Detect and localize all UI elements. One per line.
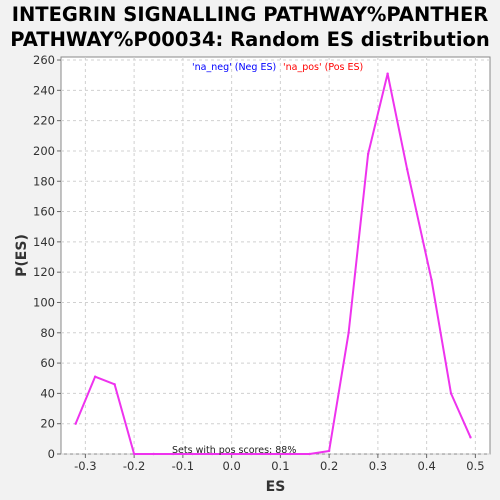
data-point-18 (430, 278, 433, 281)
y-tick-label-9: 180 (33, 174, 55, 188)
plot-area (60, 56, 491, 455)
legend-item-0: 'na_neg' (Neg ES) (192, 62, 276, 73)
data-point-4 (152, 452, 155, 456)
data-point-16 (386, 72, 389, 75)
chart-title-line-1: INTEGRIN SIGNALLING PATHWAY%PANTHER (11, 3, 489, 26)
x-tick-label-1: -0.2 (123, 459, 145, 473)
x-tick-label-8: 0.5 (466, 459, 484, 473)
x-tick-label-7: 0.4 (417, 459, 435, 473)
y-tick-label-7: 140 (33, 235, 55, 249)
x-tick-label-4: 0.1 (271, 459, 289, 473)
x-tick-label-5: 0.2 (320, 459, 338, 473)
data-point-1 (93, 375, 97, 378)
x-tick-label-6: 0.3 (369, 459, 387, 473)
y-tick-label-1: 20 (40, 417, 55, 431)
y-tick-label-11: 220 (33, 114, 55, 128)
y-tick-label-5: 100 (33, 295, 55, 309)
legend: 'na_neg' (Neg ES) 'na_pos' (Pos ES) (192, 62, 363, 73)
legend-item-1: 'na_pos' (Pos ES) (283, 62, 363, 73)
y-tick-label-0: 0 (48, 447, 55, 461)
data-point-14 (347, 331, 350, 334)
y-tick-label-6: 120 (33, 265, 55, 279)
data-point-7 (210, 452, 214, 456)
y-tick-label-10: 200 (33, 144, 55, 158)
pos-scores-annotation: Sets with pos scores: 88% (172, 445, 296, 456)
y-tick-label-8: 160 (33, 205, 55, 219)
chart-title: INTEGRIN SIGNALLING PATHWAY%PANTHER PATH… (0, 2, 500, 52)
data-point-6 (191, 452, 194, 456)
data-point-3 (132, 452, 136, 456)
x-tick-label-0: -0.3 (74, 459, 96, 473)
axis-ticks: -0.3 -0.2 -0.1 0.0 0.1 0.2 0.3 0.4 0.5 0 20 40 60 80 1… (33, 53, 484, 473)
data-point-11 (288, 452, 292, 456)
x-tick-label-2: -0.1 (172, 459, 194, 473)
grid-lines (61, 57, 490, 455)
y-tick-label-3: 60 (40, 356, 55, 370)
series-layer (74, 72, 472, 456)
x-tick-label-3: 0.0 (222, 459, 240, 473)
y-tick-label-4: 80 (40, 326, 55, 340)
data-point-19 (449, 392, 453, 395)
data-point-12 (308, 452, 311, 456)
data-point-9 (249, 452, 253, 456)
y-tick-label-12: 240 (33, 83, 55, 97)
chart-title-line-2: PATHWAY%P00034: Random ES distribution (10, 28, 490, 51)
y-tick-label-13: 260 (33, 53, 55, 67)
data-point-0 (74, 422, 77, 425)
data-point-13 (327, 449, 331, 453)
y-axis-label: P(ES) (14, 234, 30, 277)
data-point-10 (269, 452, 272, 456)
data-point-20 (469, 436, 472, 439)
data-point-8 (230, 452, 233, 456)
data-point-17 (405, 167, 409, 171)
data-point-15 (366, 152, 370, 156)
y-tick-label-2: 40 (40, 386, 55, 400)
data-point-5 (171, 452, 175, 456)
data-point-2 (113, 383, 116, 386)
x-axis-label: ES (266, 479, 286, 495)
